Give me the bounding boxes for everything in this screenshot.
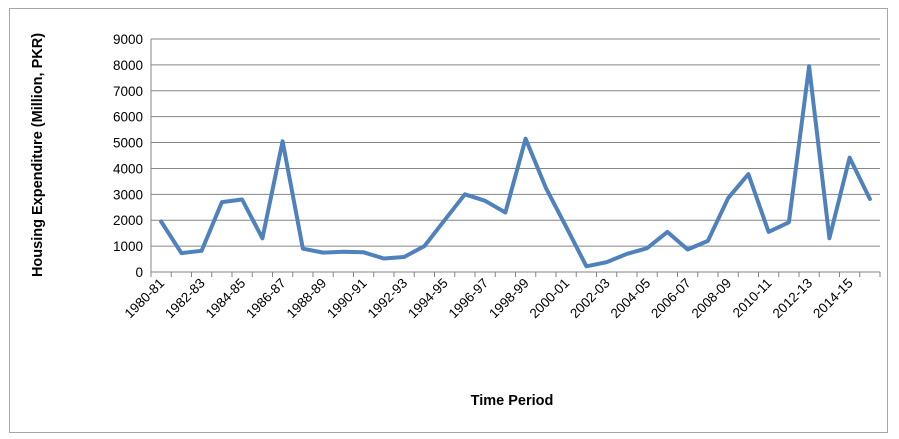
x-tick-label: 1988-89 [284,276,330,322]
x-axis-title: Time Period [471,393,554,409]
y-tick-labels: 0 1000 2000 3000 4000 5000 6000 7000 8000 9000 [113,32,143,280]
y-tick-label: 2000 [113,213,143,228]
x-tick-label: 2004-05 [608,276,654,322]
x-tick-label: 1980-81 [122,276,168,322]
x-tick-label: 1994-95 [405,276,451,322]
x-tick-label: 2006-07 [648,276,694,322]
y-tick-label: 9000 [113,32,143,47]
x-tick-label: 1982-83 [162,276,208,322]
x-tick-label: 1992-93 [365,276,411,322]
x-tick-label: 2002-03 [567,276,613,322]
y-tick-label: 8000 [113,58,143,73]
series-line [159,64,872,269]
x-tick-label: 1998-99 [486,276,532,322]
x-tick-label: 2014-15 [810,276,856,322]
x-tick-label: 1990-91 [324,276,370,322]
x-tick-label: 1984-85 [203,276,249,322]
y-tick-label: 0 [135,265,143,280]
gridlines [151,38,880,247]
x-tick-label: 1986-87 [243,276,289,322]
x-tick-label: 2008-09 [689,276,735,322]
y-tick-label: 4000 [113,161,143,176]
y-axis-title: Housing Expenditure (Million, PKR) [30,33,46,277]
y-tick-label: 3000 [113,187,143,202]
y-tick-label: 5000 [113,136,143,151]
y-tick-label: 6000 [113,110,143,125]
x-tick-label: 2000-01 [527,276,573,322]
x-tick-label: 2010-11 [730,276,775,321]
y-tick-label: 1000 [113,239,143,254]
series-lines [159,64,872,269]
x-tick-label: 2012-13 [770,276,816,322]
x-tick-label: 1996-97 [446,276,492,322]
x-tick-labels: 1980-811982-831984-851986-871988-891990-… [122,276,856,322]
y-tick-label: 7000 [113,84,143,99]
axes [150,39,881,277]
